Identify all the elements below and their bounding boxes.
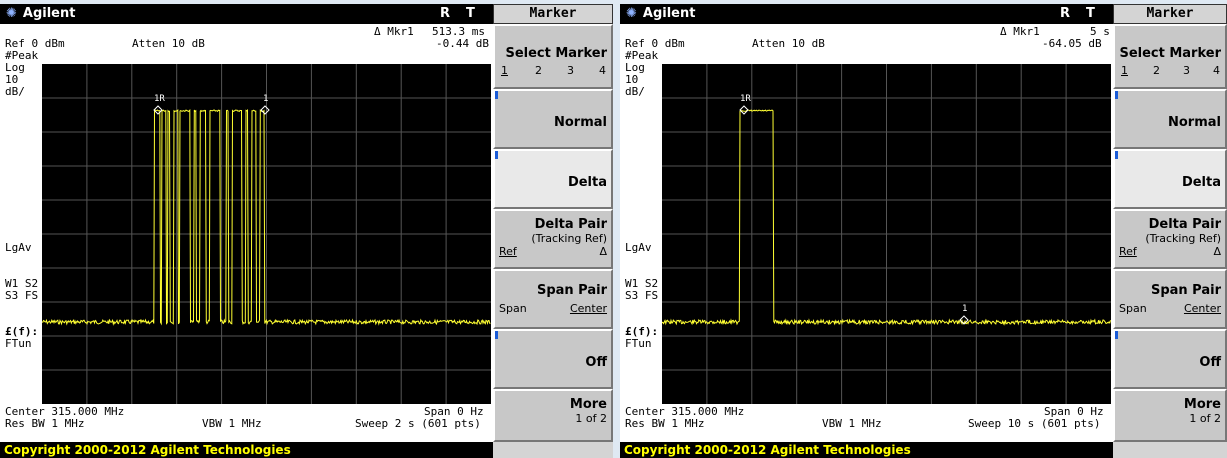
gridlines: [42, 64, 491, 404]
average-type: LgAv: [625, 241, 652, 254]
marker-1[interactable]: 1: [959, 304, 969, 325]
scale-type: Log: [5, 61, 25, 74]
attenuation: Atten 10 dB: [132, 37, 205, 50]
trace-svg: 1R 1: [42, 64, 491, 404]
measurement-screen: Δ Mkr1 5 s Ref 0 dBm Atten 10 dB -64.05 …: [620, 24, 1113, 442]
detector-mode: #Peak: [625, 49, 659, 62]
delta-pair-key[interactable]: Delta Pair (Tracking Ref) Ref Δ: [1113, 209, 1227, 269]
title-bar: ✺ Agilent R T: [620, 4, 1113, 24]
remote-indicator: R: [1060, 6, 1071, 21]
delta-pair-key[interactable]: Delta Pair (Tracking Ref) Ref Δ: [493, 209, 613, 269]
marker-amplitude: -64.05 dB: [1042, 37, 1102, 50]
trace-line: [42, 108, 491, 326]
marker-1r-label: 1R: [154, 94, 165, 104]
span-pair-key[interactable]: Span Pair Span Center: [493, 269, 613, 329]
center-frequency: Center 315.000 MHz: [5, 405, 125, 418]
detector-mode: #Peak: [5, 49, 39, 62]
agilent-spark-icon: ✺: [6, 6, 17, 21]
agilent-logo: ✺ Agilent: [626, 6, 696, 21]
resolution-bandwidth: Res BW 1 MHz: [5, 417, 85, 430]
freq-function: £(f):: [625, 325, 659, 338]
reference-level: Ref 0 dBm: [625, 37, 685, 50]
gridlines: [662, 64, 1111, 404]
softkey-menu: Marker Select Marker 1 2 3 4 Normal Delt…: [1113, 4, 1227, 458]
sweep-time: Sweep 2 s (601 pts): [355, 417, 481, 430]
analyzer-panel-right: ✺ Agilent R T Δ Mkr1 5 s Ref 0 dBm Atten …: [620, 4, 1227, 458]
normal-key[interactable]: Normal: [493, 89, 613, 149]
marker-amplitude: -0.44 dB: [436, 37, 489, 50]
delta-key[interactable]: Delta: [1113, 149, 1227, 209]
off-key[interactable]: Off: [493, 329, 613, 389]
trace-s3fs: S3 FS: [625, 289, 659, 302]
analyzer-panel-left: ✺ Agilent R T Δ Mkr1 513.3 ms Ref 0 dBm A…: [0, 4, 613, 458]
marker-1[interactable]: 1: [260, 94, 270, 115]
marker-label: Δ Mkr1: [1000, 25, 1040, 38]
title-bar: ✺ Agilent R T: [0, 4, 493, 24]
marker-time: 513.3 ms: [432, 25, 485, 38]
normal-key[interactable]: Normal: [1113, 89, 1227, 149]
video-bandwidth: VBW 1 MHz: [202, 417, 262, 430]
span-value: Span 0 Hz: [1044, 405, 1104, 418]
marker-1-label: 1: [962, 304, 967, 314]
remote-indicator: R: [440, 6, 451, 21]
marker-1r-label: 1R: [740, 94, 751, 104]
resolution-bandwidth: Res BW 1 MHz: [625, 417, 705, 430]
more-key[interactable]: More 1 of 2: [1113, 389, 1227, 442]
off-key[interactable]: Off: [1113, 329, 1227, 389]
trace-graticule[interactable]: 1R 1: [662, 64, 1111, 404]
trace-s3fs: S3 FS: [5, 289, 39, 302]
attenuation: Atten 10 dB: [752, 37, 825, 50]
select-marker-key[interactable]: Select Marker 1 2 3 4: [493, 24, 613, 89]
trigger-indicator: T: [466, 6, 475, 21]
measurement-screen: Δ Mkr1 513.3 ms Ref 0 dBm Atten 10 dB -0…: [0, 24, 493, 442]
scale-type: Log: [625, 61, 645, 74]
menu-title: Marker: [1113, 4, 1227, 24]
trace-line: [662, 109, 1111, 326]
video-bandwidth: VBW 1 MHz: [822, 417, 882, 430]
freq-function: £(f):: [5, 325, 39, 338]
marker-1r[interactable]: 1R: [153, 94, 165, 115]
trigger-indicator: T: [1086, 6, 1095, 21]
menu-title: Marker: [493, 4, 613, 24]
copyright-bar: Copyright 2000-2012 Agilent Technologies: [0, 442, 493, 458]
reference-level: Ref 0 dBm: [5, 37, 65, 50]
trace-w1s2: W1 S2: [625, 277, 659, 290]
ftun-label: FTun: [5, 337, 32, 350]
marker-1-label: 1: [263, 94, 268, 104]
trace-graticule[interactable]: 1R 1: [42, 64, 491, 404]
trace-svg: 1R 1: [662, 64, 1111, 404]
scale-value: 10: [5, 73, 19, 86]
scale-value: 10: [625, 73, 639, 86]
ftun-label: FTun: [625, 337, 652, 350]
marker-label: Δ Mkr1: [374, 25, 414, 38]
more-key[interactable]: More 1 of 2: [493, 389, 613, 442]
scale-unit: dB/: [625, 85, 645, 98]
select-marker-key[interactable]: Select Marker 1 2 3 4: [1113, 24, 1227, 89]
agilent-logo: ✺ Agilent: [6, 6, 76, 21]
center-frequency: Center 315.000 MHz: [625, 405, 745, 418]
delta-key[interactable]: Delta: [493, 149, 613, 209]
trace-w1s2: W1 S2: [5, 277, 39, 290]
scale-unit: dB/: [5, 85, 25, 98]
softkey-menu: Marker Select Marker 1 2 3 4 Normal Delt…: [493, 4, 613, 458]
marker-1r[interactable]: 1R: [739, 94, 751, 115]
average-type: LgAv: [5, 241, 32, 254]
copyright-bar: Copyright 2000-2012 Agilent Technologies: [620, 442, 1113, 458]
span-value: Span 0 Hz: [424, 405, 484, 418]
marker-time: 5 s: [1090, 25, 1110, 38]
span-pair-key[interactable]: Span Pair Span Center: [1113, 269, 1227, 329]
agilent-spark-icon: ✺: [626, 6, 637, 21]
sweep-time: Sweep 10 s (601 pts): [968, 417, 1101, 430]
